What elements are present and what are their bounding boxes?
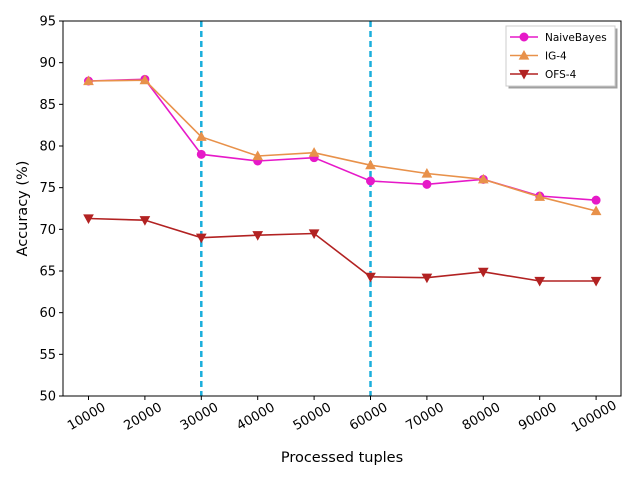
data-point-ofs-4-10 bbox=[590, 276, 602, 287]
data-point-ofs-4-5 bbox=[308, 229, 320, 240]
data-point-ig-4-3 bbox=[195, 131, 207, 141]
legend: NaiveBayes IG-4 OFS-4 bbox=[505, 25, 618, 89]
y-tick-label: 50 bbox=[39, 390, 56, 405]
data-point-naivebayes-7 bbox=[422, 179, 432, 189]
legend-label-ig-4: IG-4 bbox=[545, 51, 567, 63]
series-line-naivebayes bbox=[88, 78, 597, 201]
data-point-ig-4-7 bbox=[421, 167, 433, 178]
data-point-ofs-4-3 bbox=[195, 233, 207, 244]
x-axis-ticks: 10000 20000 30000 40000 50000 60000 70000 80000… bbox=[65, 396, 620, 436]
y-tick-label: 85 bbox=[39, 98, 56, 113]
legend-label-ofs-4: OFS-4 bbox=[545, 69, 577, 81]
data-point-naivebayes-6 bbox=[366, 176, 375, 186]
x-tick-label: 20000 bbox=[121, 400, 164, 434]
data-point-ofs-4-6 bbox=[365, 272, 376, 283]
x-axis-label: Processed tuples bbox=[281, 450, 403, 466]
data-point-ofs-4-9 bbox=[534, 276, 546, 287]
x-tick-label: 30000 bbox=[178, 400, 221, 434]
x-tick-label: 50000 bbox=[291, 400, 334, 434]
data-point-ofs-4-1 bbox=[83, 214, 94, 225]
y-axis-label: Accuracy (%) bbox=[15, 161, 31, 257]
data-point-ig-4-6 bbox=[365, 159, 376, 170]
series-line-ig-4 bbox=[88, 79, 597, 212]
legend-marker-ofs-4 bbox=[518, 69, 530, 80]
y-tick-label: 65 bbox=[39, 265, 56, 280]
y-tick-label: 95 bbox=[39, 15, 56, 30]
data-point-ig-4-4 bbox=[252, 150, 264, 161]
x-tick-label: 90000 bbox=[516, 400, 559, 434]
y-tick-label: 90 bbox=[39, 56, 56, 71]
data-point-ofs-4-7 bbox=[421, 273, 433, 284]
y-axis-ticks: 50 55 60 65 70 75 80 85 90 95 bbox=[39, 15, 63, 405]
data-point-ofs-4-8 bbox=[477, 267, 489, 278]
y-tick-label: 55 bbox=[39, 348, 56, 363]
x-tick-label: 60000 bbox=[347, 400, 390, 434]
data-point-ig-4-9 bbox=[534, 191, 546, 201]
data-point-ofs-4-4 bbox=[252, 231, 264, 241]
y-tick-label: 70 bbox=[39, 223, 56, 238]
x-tick-label: 100000 bbox=[569, 398, 619, 436]
data-point-ig-4-2 bbox=[139, 74, 151, 85]
x-tick-label: 40000 bbox=[234, 400, 277, 434]
y-tick-label: 75 bbox=[39, 181, 56, 196]
plot-frame bbox=[62, 20, 622, 397]
data-point-ofs-4-2 bbox=[139, 216, 151, 226]
data-point-ig-4-5 bbox=[308, 147, 320, 157]
legend-label-naivebayes: NaiveBayes bbox=[545, 32, 607, 44]
data-point-ig-4-1 bbox=[83, 75, 94, 86]
data-point-naivebayes-3 bbox=[196, 149, 206, 159]
x-tick-label: 80000 bbox=[460, 400, 503, 434]
x-tick-label: 10000 bbox=[65, 400, 108, 434]
data-point-naivebayes-10 bbox=[591, 195, 601, 205]
legend-marker-ig-4 bbox=[518, 49, 530, 60]
x-tick-label: 70000 bbox=[403, 400, 446, 434]
y-tick-label: 60 bbox=[39, 306, 56, 321]
series-line-ofs-4 bbox=[88, 217, 597, 282]
y-tick-label: 80 bbox=[39, 140, 56, 155]
vertical-marker-lines bbox=[200, 21, 372, 396]
series-group bbox=[83, 74, 602, 287]
data-point-ig-4-8 bbox=[477, 173, 489, 184]
data-point-ig-4-10 bbox=[590, 205, 602, 216]
legend-marker-naivebayes bbox=[519, 32, 529, 42]
